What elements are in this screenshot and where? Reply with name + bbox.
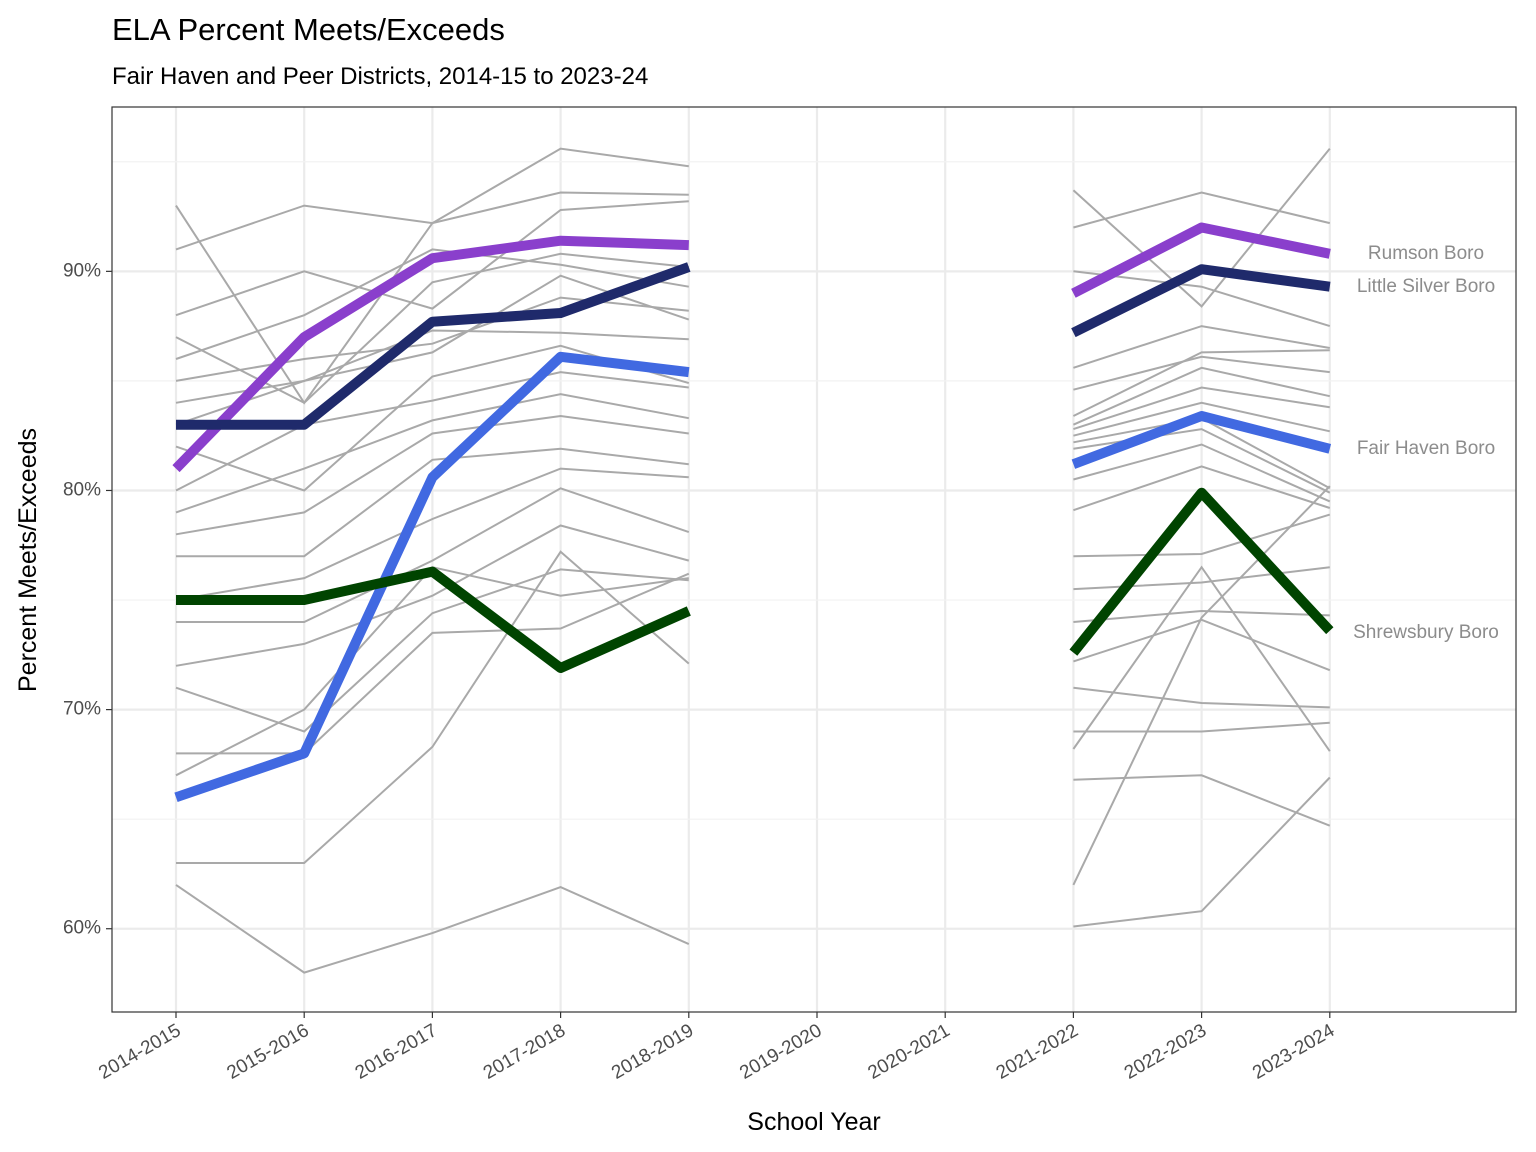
peer-district-line	[1073, 513, 1331, 558]
peer-district-line	[1072, 485, 1331, 886]
peer-district-line	[1073, 774, 1331, 827]
peer-district-line	[1072, 349, 1330, 417]
x-tick-label: 2015-2016	[223, 1020, 312, 1084]
highlight-line	[1069, 487, 1334, 656]
x-tick-label: 2023-2024	[1249, 1020, 1339, 1084]
series-end-label: Shrewsbury Boro	[1353, 622, 1499, 643]
y-tick-label: 90%	[63, 260, 101, 281]
peer-district-line	[175, 371, 689, 492]
peer-district-line	[1073, 721, 1330, 733]
x-tick-label: 2021-2022	[993, 1020, 1082, 1084]
plot-border	[111, 106, 1517, 1013]
peer-district-line	[175, 329, 689, 426]
highlighted-district-lines	[172, 222, 1334, 803]
peer-district-line	[176, 572, 690, 755]
x-tick-label: 2022-2023	[1121, 1020, 1210, 1084]
peer-district-line	[1073, 443, 1331, 503]
x-tick-label: 2014-2015	[95, 1020, 184, 1084]
peer-district-line	[1073, 465, 1331, 512]
peer-district-line	[1073, 428, 1331, 494]
peer-district-line	[175, 568, 689, 733]
y-tick-label: 80%	[63, 479, 101, 500]
peer-district-line	[175, 200, 689, 317]
peer-district-line	[175, 414, 689, 536]
peer-district-line	[1073, 355, 1330, 391]
highlight-line	[176, 566, 691, 673]
peer-district-line	[1073, 191, 1331, 229]
highlight-line	[174, 351, 690, 803]
series-end-label: Fair Haven Boro	[1357, 438, 1495, 459]
peer-district-line	[175, 393, 689, 514]
peer-district-line	[1072, 147, 1331, 308]
peer-district-line	[1072, 565, 1331, 752]
highlight-line	[1071, 222, 1331, 298]
y-tick-label: 70%	[63, 699, 101, 720]
highlight-line	[176, 262, 691, 430]
series-end-label: Rumson Boro	[1368, 243, 1484, 264]
peer-district-line	[1073, 609, 1330, 623]
x-axis: 2014-2015 2015-2016 2016-2017 2017-2018 2018…	[95, 1012, 1339, 1084]
peer-district-line	[1073, 776, 1331, 928]
peer-district-line	[1073, 386, 1330, 431]
peer-district-line	[175, 884, 690, 974]
peer-district-line	[176, 487, 690, 623]
x-tick-label: 2017-2018	[480, 1020, 569, 1084]
chart-title: ELA Percent Meets/Exceeds	[112, 12, 505, 47]
peer-district-line	[175, 248, 689, 360]
y-tick-label: 60%	[63, 918, 101, 939]
peer-district-line	[176, 447, 689, 558]
peer-district-line	[176, 550, 690, 864]
peer-district-line	[175, 467, 689, 601]
x-tick-label: 2016-2017	[352, 1020, 441, 1084]
grid-lines	[112, 107, 1516, 1012]
peer-district-line	[1073, 401, 1331, 437]
plot-background	[112, 107, 1516, 1012]
series-end-labels: Rumson Boro Little Silver Boro Fair Haven …	[1353, 243, 1499, 643]
x-tick-label: 2019-2020	[736, 1020, 825, 1084]
y-axis-title: Percent Meets/Exceeds	[14, 428, 42, 692]
highlight-line	[1071, 411, 1332, 469]
x-tick-label: 2020-2021	[864, 1020, 953, 1084]
peer-district-line	[1073, 325, 1330, 369]
highlight-line	[172, 235, 689, 473]
peer-district-line	[175, 524, 690, 667]
y-axis: 60% 70% 80% 90%	[63, 260, 112, 939]
chart-subtitle: Fair Haven and Peer Districts, 2014-15 t…	[112, 63, 648, 90]
series-end-label: Little Silver Boro	[1357, 276, 1495, 297]
peer-district-line	[1072, 366, 1331, 426]
x-axis-title: School Year	[747, 1108, 880, 1136]
peer-district-line	[1073, 566, 1330, 591]
peer-district-line	[175, 191, 689, 251]
highlight-line	[1071, 264, 1331, 338]
x-tick-label: 2018-2019	[608, 1020, 697, 1084]
peer-district-line	[1073, 686, 1330, 709]
peer-district-line	[175, 274, 690, 404]
